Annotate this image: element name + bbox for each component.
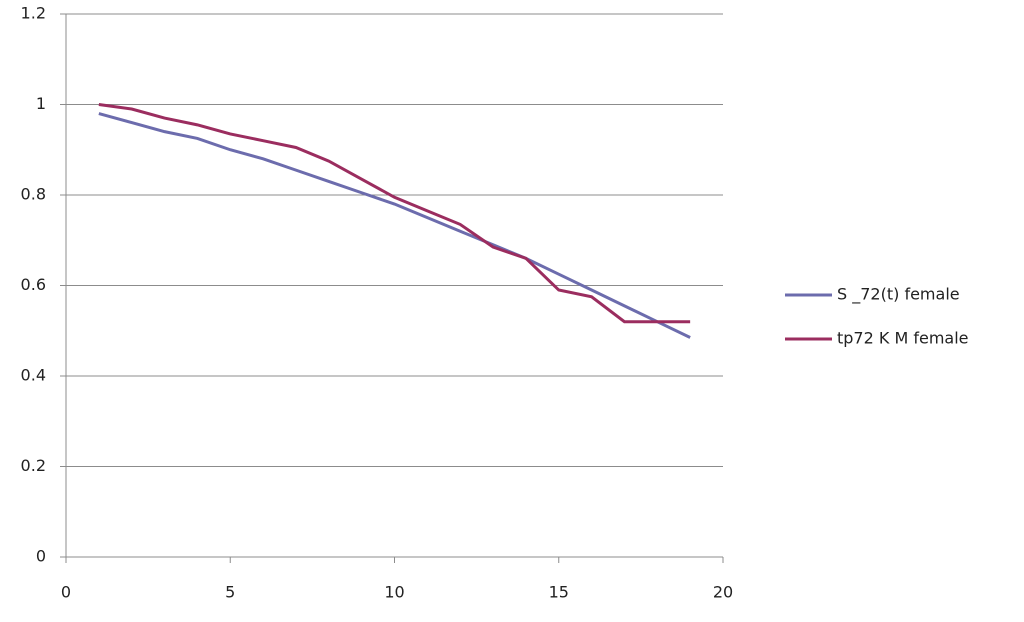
y-tick-label: 0: [36, 547, 46, 566]
x-tick-label: 10: [384, 583, 404, 602]
x-tick-label: 5: [225, 583, 235, 602]
series-line: [98, 103, 691, 324]
y-tick-label: 0.6: [21, 275, 46, 294]
y-tick-label: 0.2: [21, 456, 46, 475]
series-line: [98, 112, 691, 339]
x-tick-label: 20: [713, 583, 733, 602]
legend-label: tp72 K M female: [837, 329, 969, 348]
legend-label: S _72(t) female: [837, 285, 960, 305]
x-tick-label: 15: [549, 583, 569, 602]
y-tick-label: 1.2: [21, 4, 46, 23]
x-tick-label: 0: [61, 583, 71, 602]
y-tick-label: 1: [36, 94, 46, 113]
y-tick-label: 0.4: [21, 366, 46, 385]
y-tick-label: 0.8: [21, 185, 46, 204]
